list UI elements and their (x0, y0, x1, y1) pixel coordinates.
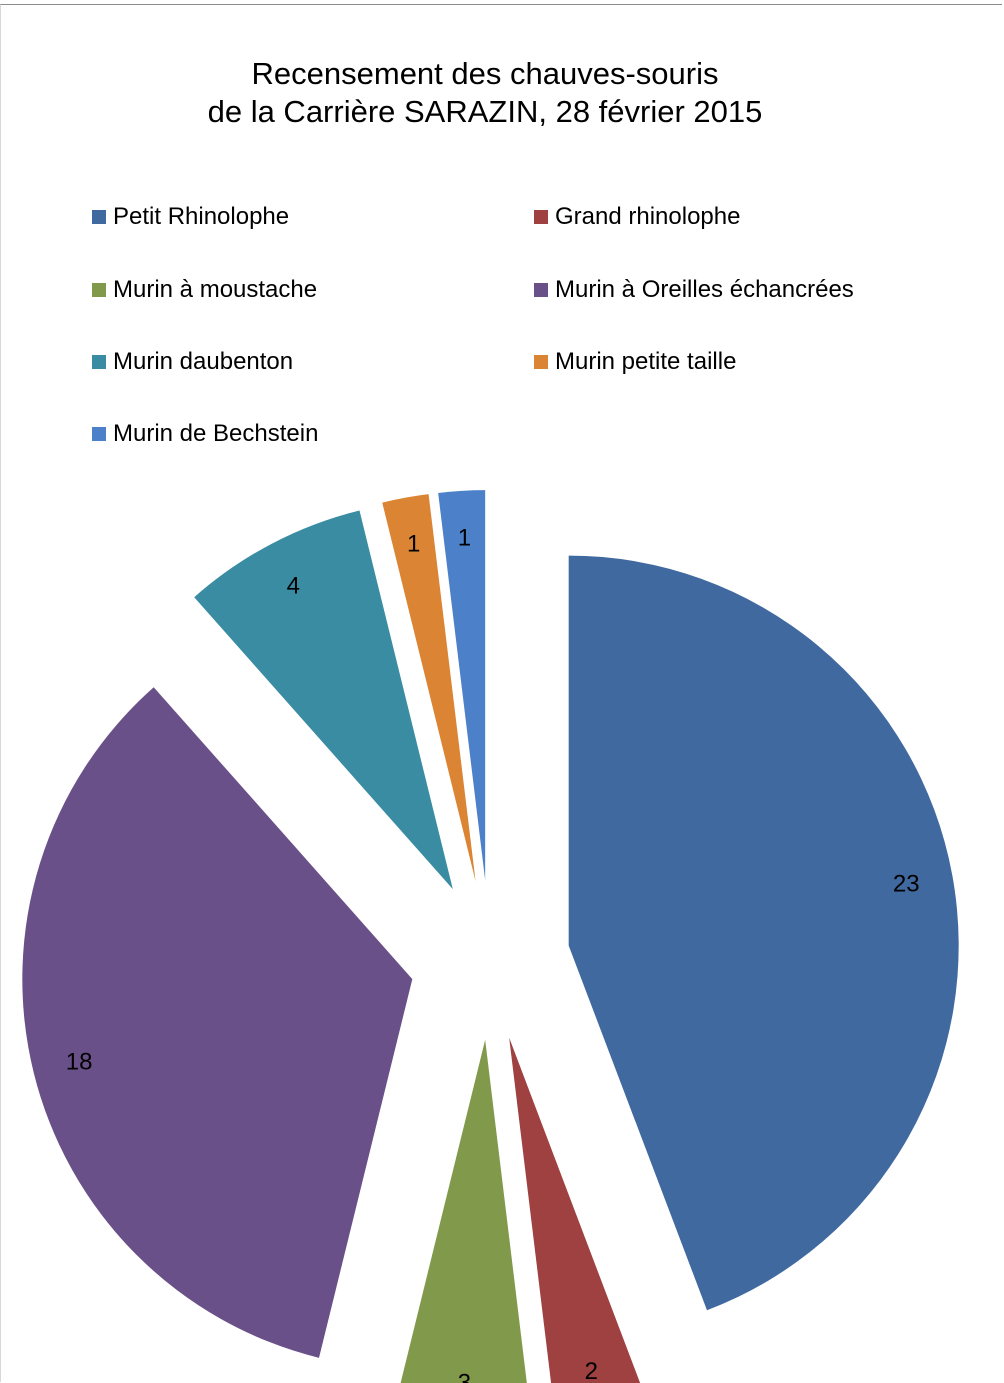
chart-title-line-2: de la Carrière SARAZIN, 28 février 2015 (207, 94, 763, 129)
legend-swatch (534, 355, 548, 369)
legend-swatch (92, 427, 106, 441)
slice-value-label: 3 (458, 1369, 471, 1383)
slice-value-label: 23 (893, 871, 920, 898)
legend-item-grand-rhinolophe: Grand rhinolophe (534, 202, 740, 232)
pie-slice (400, 1039, 527, 1383)
legend-label: Petit Rhinolophe (113, 203, 290, 230)
slice-value-label: 2 (585, 1358, 598, 1383)
chart-title-line-1: Recensement des chauves-souris (251, 56, 719, 91)
pie-slice (568, 555, 959, 1311)
slice-value-label: 4 (287, 572, 300, 599)
legend-label: Murin à Oreilles échancrées (555, 276, 854, 303)
legend-item-murin-a-oreilles-echancrees: Murin à Oreilles échancrées (534, 275, 854, 305)
legend-swatch (92, 283, 106, 297)
pie-slice (382, 494, 476, 882)
slice-value-label: 1 (407, 531, 420, 558)
legend-swatch (534, 210, 548, 224)
legend-label: Murin à moustache (113, 276, 318, 303)
chart-title: Recensement des chauves-souris de la Car… (0, 55, 970, 131)
chart-frame (0, 4, 1002, 1382)
slice-value-label: 18 (66, 1048, 93, 1075)
legend-item-petit-rhinolophe: Petit Rhinolophe (92, 202, 289, 232)
legend-label: Murin petite taille (555, 348, 737, 375)
pie-slice (509, 1037, 641, 1383)
legend-swatch (534, 283, 548, 297)
legend-swatch (92, 355, 106, 369)
slice-value-label: 1 (458, 525, 471, 552)
legend-label: Murin daubenton (113, 348, 294, 375)
legend-item-murin-daubenton: Murin daubenton (92, 347, 293, 377)
pie-slice (22, 687, 413, 1358)
legend-swatch (92, 210, 106, 224)
pie-slice (194, 510, 453, 890)
legend-item-murin-de-bechstein: Murin de Bechstein (92, 419, 318, 449)
legend-item-murin-a-moustache: Murin à moustache (92, 275, 317, 305)
pie-slice (438, 490, 486, 881)
legend-label: Grand rhinolophe (555, 203, 741, 230)
legend-label: Murin de Bechstein (113, 420, 319, 447)
legend-item-murin-petite-taille: Murin petite taille (534, 347, 736, 377)
